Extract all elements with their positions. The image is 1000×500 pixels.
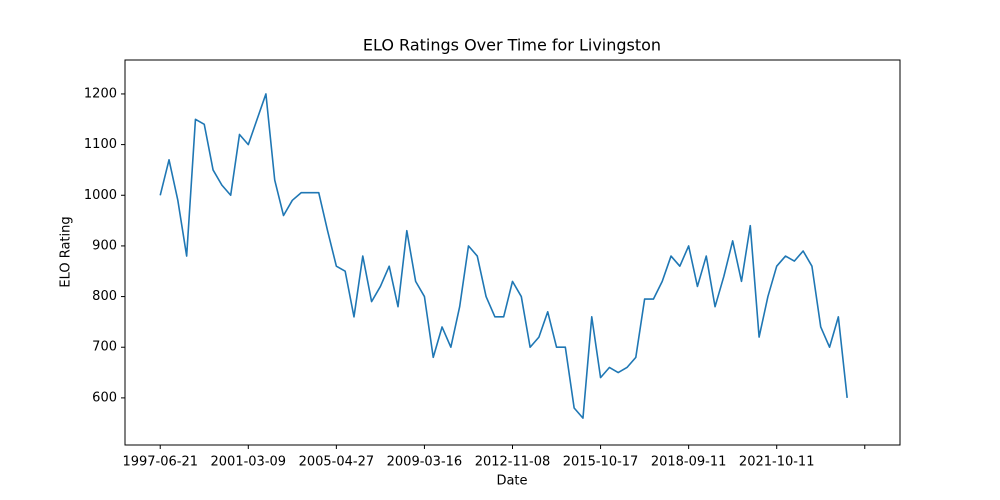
x-tick-label: 2015-10-17 [563,455,639,470]
x-tick-label: 2009-03-16 [387,455,463,470]
x-tick-label: 2018-09-11 [651,455,727,470]
y-tick-label: 600 [92,390,117,405]
x-tick-label: 2005-04-27 [299,455,375,470]
x-tick-label: 2001-03-09 [211,455,287,470]
y-axis-label: ELO Rating [59,216,74,287]
y-tick-label: 1100 [84,137,117,152]
y-tick-label: 700 [92,340,117,355]
x-tick-label: 2012-11-08 [475,455,551,470]
x-tick-label: 2021-10-11 [739,455,815,470]
line-series [159,93,848,419]
x-tick-label: 1997-06-21 [122,455,198,470]
y-tick-label: 900 [92,238,117,253]
x-axis-label: Date [496,474,527,489]
y-tick-label: 800 [92,289,117,304]
chart-title: ELO Ratings Over Time for Livingston [363,36,661,55]
y-tick-label: 1200 [84,86,117,101]
y-tick-label: 1000 [84,188,117,203]
